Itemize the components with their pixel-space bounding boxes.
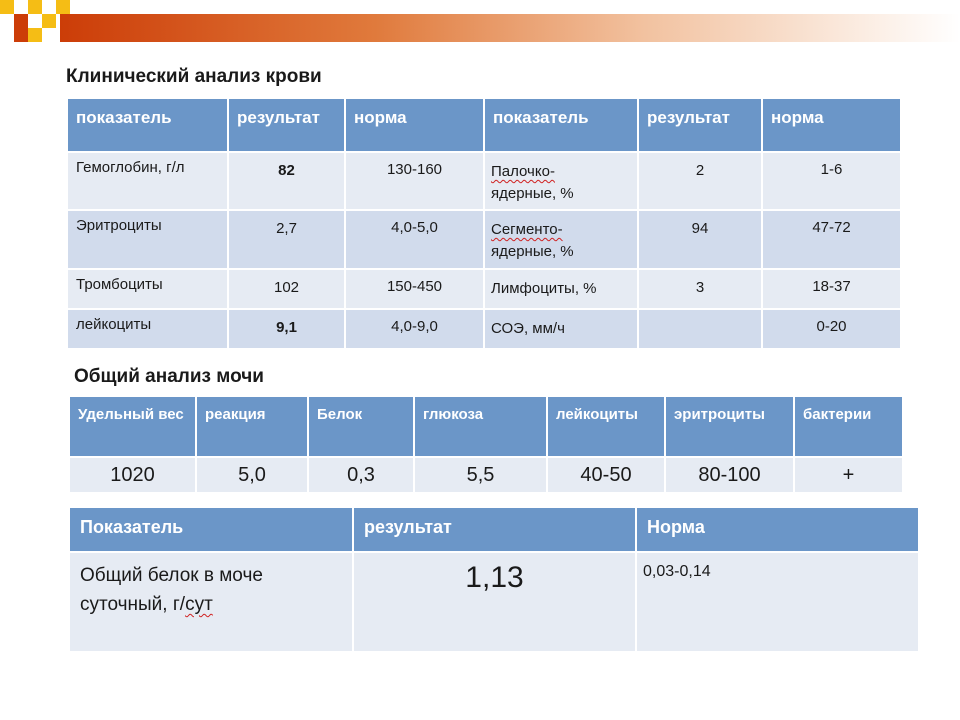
indicator-rest: ядерные, %: [491, 185, 574, 202]
decorative-square: [28, 0, 42, 14]
norm-cell: 0-20: [761, 308, 902, 350]
indicator-cell: Общий белок в моче суточный, г/сут: [68, 551, 354, 653]
value-cell: 40-50: [546, 456, 666, 494]
indicator-cell: Лимфоциты, %: [483, 268, 639, 310]
result-cell: 2,7: [227, 209, 346, 270]
table-header-row: Показатель результат Норма: [68, 506, 920, 553]
result-cell: 1,13: [352, 551, 637, 653]
column-header: Показатель: [68, 506, 354, 553]
indicator-word: Палочко-: [491, 163, 555, 180]
norm-cell: 1-6: [761, 151, 902, 211]
norm-cell: 4,0-9,0: [344, 308, 485, 350]
indicator-cell: лейкоциты: [66, 308, 229, 350]
column-header: лейкоциты: [546, 395, 666, 458]
column-header: норма: [761, 97, 902, 153]
decorative-square: [0, 0, 14, 14]
column-header: Белок: [307, 395, 415, 458]
indicator-cell: Эритроциты: [66, 209, 229, 270]
result-cell: 94: [637, 209, 763, 270]
result-cell: [637, 308, 763, 350]
urine-test-title: Общий анализ мочи: [74, 366, 264, 387]
urine-test-table: Удельный вес реакция Белок глюкоза лейко…: [68, 395, 904, 494]
result-cell: 102: [227, 268, 346, 310]
column-header: результат: [637, 97, 763, 153]
column-header: показатель: [483, 97, 639, 153]
value-cell: +: [793, 456, 904, 494]
indicator-cell: Сегменто-ядерные, %: [483, 209, 639, 270]
indicator-cell: Палочко-ядерные, %: [483, 151, 639, 211]
value-cell: 5,0: [195, 456, 309, 494]
table-header-row: Удельный вес реакция Белок глюкоза лейко…: [68, 395, 904, 458]
table-header-row: показатель результат норма показатель ре…: [66, 97, 902, 153]
table-row: Гемоглобин, г/л 82 130-160 Палочко-ядерн…: [66, 151, 902, 211]
column-header: результат: [352, 506, 637, 553]
column-header: эритроциты: [664, 395, 795, 458]
table-row: Эритроциты 2,7 4,0-5,0 Сегменто-ядерные,…: [66, 209, 902, 270]
indicator-word: Сегменто-: [491, 221, 563, 238]
decorative-square: [42, 14, 56, 28]
norm-cell: 150-450: [344, 268, 485, 310]
column-header: норма: [344, 97, 485, 153]
indicator-cell: Гемоглобин, г/л: [66, 151, 229, 211]
result-cell: 3: [637, 268, 763, 310]
result-cell: 2: [637, 151, 763, 211]
column-header: Удельный вес: [68, 395, 197, 458]
indicator-rest: ядерные, %: [491, 243, 574, 260]
table-row: Тромбоциты 102 150-450 Лимфоциты, % 3 18…: [66, 268, 902, 310]
column-header: Норма: [635, 506, 920, 553]
value-cell: 80-100: [664, 456, 795, 494]
table-row: 1020 5,0 0,3 5,5 40-50 80-100 +: [68, 456, 904, 494]
blood-test-table: показатель результат норма показатель ре…: [66, 97, 902, 350]
norm-cell: 130-160: [344, 151, 485, 211]
unit-word: сут: [185, 594, 213, 615]
decorative-square: [14, 14, 28, 28]
result-cell: 9,1: [227, 308, 346, 350]
decorative-gradient-bar: [60, 14, 960, 42]
column-header: показатель: [66, 97, 229, 153]
table-row: Общий белок в моче суточный, г/сут 1,13 0…: [68, 551, 920, 653]
indicator-line: Общий белок в моче: [80, 565, 263, 586]
indicator-cell: СОЭ, мм/ч: [483, 308, 639, 350]
decorative-header-band: [0, 0, 960, 45]
column-header: глюкоза: [413, 395, 548, 458]
table-row: лейкоциты 9,1 4,0-9,0 СОЭ, мм/ч 0-20: [66, 308, 902, 350]
norm-cell: 0,03-0,14: [635, 551, 920, 653]
norm-cell: 47-72: [761, 209, 902, 270]
decorative-square: [14, 28, 28, 42]
value-cell: 5,5: [413, 456, 548, 494]
column-header: результат: [227, 97, 346, 153]
value-cell: 0,3: [307, 456, 415, 494]
blood-test-title: Клинический анализ крови: [66, 66, 322, 87]
decorative-square: [56, 0, 70, 14]
norm-cell: 4,0-5,0: [344, 209, 485, 270]
value-cell: 1020: [68, 456, 197, 494]
decorative-square: [28, 28, 42, 42]
indicator-cell: Тромбоциты: [66, 268, 229, 310]
column-header: реакция: [195, 395, 309, 458]
urine-protein-table: Показатель результат Норма Общий белок в…: [68, 506, 920, 653]
indicator-line: суточный, г/: [80, 594, 186, 615]
result-cell: 82: [227, 151, 346, 211]
column-header: бактерии: [793, 395, 904, 458]
norm-cell: 18-37: [761, 268, 902, 310]
